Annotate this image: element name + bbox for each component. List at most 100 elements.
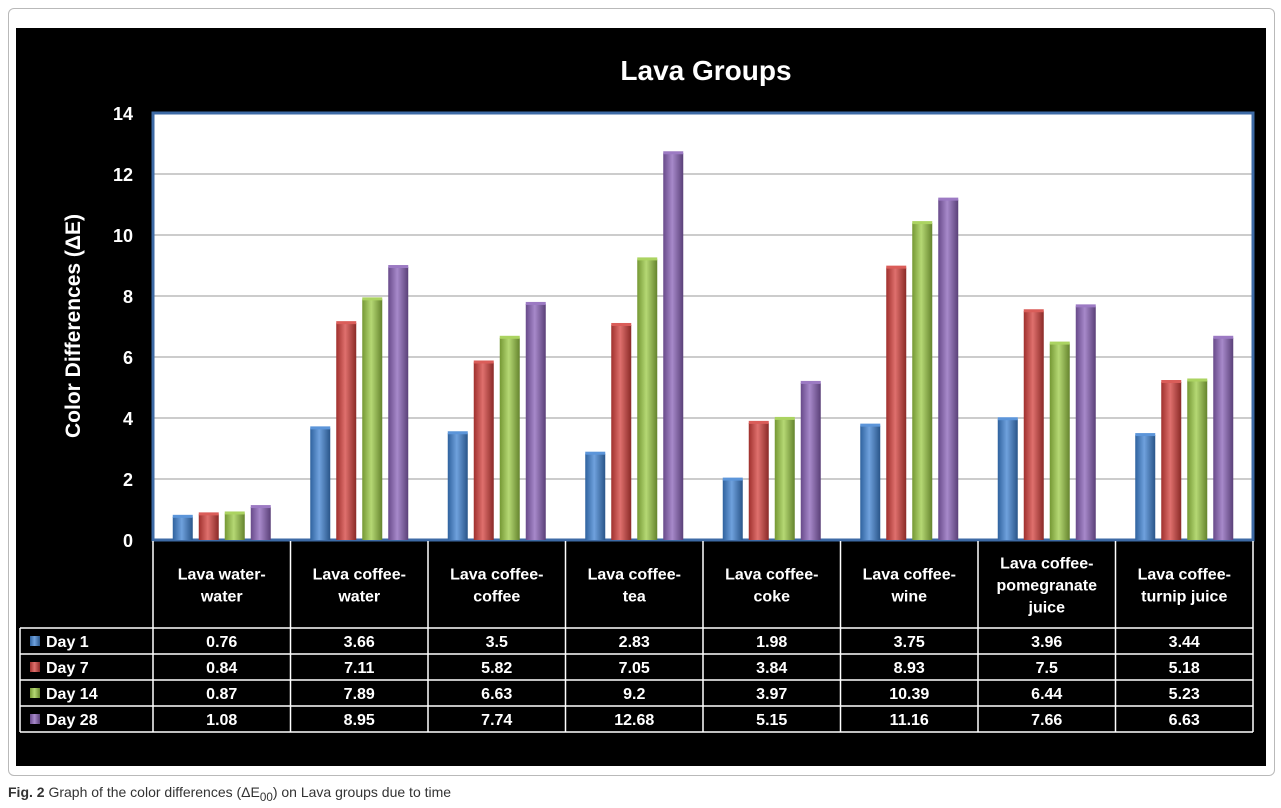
category-label: wine <box>890 589 927 606</box>
data-label: 12.68 <box>614 712 654 729</box>
bar <box>912 223 933 541</box>
bar-cap <box>912 221 933 225</box>
bar-cap <box>860 423 881 427</box>
y-tick-label: 2 <box>123 470 133 490</box>
legend-swatch <box>30 636 40 646</box>
bar-cap <box>198 512 219 516</box>
bar-cap <box>172 514 193 518</box>
bar-cap <box>748 420 769 424</box>
data-label: 5.82 <box>481 660 512 677</box>
data-label: 5.18 <box>1169 660 1200 677</box>
bar-cap <box>310 426 331 430</box>
legend-label: Day 14 <box>46 686 98 703</box>
category-label: Lava coffee- <box>450 567 543 584</box>
category-label: Lava coffee- <box>588 567 681 584</box>
bar <box>224 513 245 540</box>
category-label: Lava coffee- <box>313 567 406 584</box>
bar <box>362 299 383 540</box>
bar <box>886 267 907 540</box>
y-tick-label: 14 <box>113 104 133 124</box>
bar <box>585 453 606 540</box>
bar-cap <box>336 321 357 325</box>
bar-cap <box>362 297 383 301</box>
bar-cap <box>499 335 520 339</box>
bar-cap <box>1213 335 1234 339</box>
caption-subscript: 00 <box>259 790 273 804</box>
bar-cap <box>886 265 907 269</box>
bar <box>198 514 219 540</box>
bar-cap <box>1187 378 1208 382</box>
bar <box>997 419 1018 540</box>
bar <box>637 259 658 540</box>
bar-cap <box>774 416 795 420</box>
data-label: 6.44 <box>1031 686 1062 703</box>
bar <box>774 418 795 540</box>
category-label: Lava coffee- <box>1138 567 1231 584</box>
bar <box>1135 435 1156 540</box>
bar <box>800 382 821 540</box>
bar-cap <box>1049 341 1070 345</box>
data-label: 3.84 <box>756 660 787 677</box>
caption-text-end: ) on Lava groups due to time <box>272 784 452 800</box>
category-label: tea <box>623 589 646 606</box>
category-label: juice <box>1028 600 1066 617</box>
legend-swatch <box>30 714 40 724</box>
bar-cap <box>611 322 632 326</box>
data-label: 3.44 <box>1169 634 1200 651</box>
bar <box>499 337 520 540</box>
bar <box>722 479 743 540</box>
data-label: 3.66 <box>344 634 375 651</box>
data-label: 6.63 <box>481 686 512 703</box>
bar <box>473 362 494 540</box>
data-label: 5.23 <box>1169 686 1200 703</box>
data-label: 7.66 <box>1031 712 1062 729</box>
bar-cap <box>224 511 245 515</box>
legend-label: Day 1 <box>46 634 89 651</box>
bar <box>1161 382 1182 540</box>
data-label: 3.97 <box>756 686 787 703</box>
bar-cap <box>388 265 409 269</box>
category-label: Lava coffee- <box>863 567 956 584</box>
data-label: 7.89 <box>344 686 375 703</box>
bar <box>1213 337 1234 540</box>
data-label: 7.05 <box>619 660 650 677</box>
bar-cap <box>997 417 1018 421</box>
data-label: 6.63 <box>1169 712 1200 729</box>
plot-border <box>151 111 1255 542</box>
bar-cap <box>637 257 658 261</box>
data-label: 7.5 <box>1036 660 1058 677</box>
data-label: 3.75 <box>894 634 925 651</box>
y-tick-label: 0 <box>123 531 133 551</box>
legend-label: Day 7 <box>46 660 89 677</box>
bar-cap <box>585 451 606 455</box>
data-label: 7.11 <box>344 660 374 677</box>
bar <box>1023 311 1044 540</box>
bar <box>748 422 769 540</box>
data-label: 9.2 <box>623 686 645 703</box>
bar <box>447 433 468 540</box>
figure-caption: Fig. 2 Graph of the color differences (Δ… <box>8 784 451 804</box>
bar-cap <box>525 301 546 305</box>
data-label: 1.08 <box>206 712 237 729</box>
bar-cap <box>1023 309 1044 313</box>
bar <box>1075 306 1096 540</box>
bar <box>1187 380 1208 540</box>
chart-title: Lava Groups <box>620 55 791 86</box>
caption-label: Fig. 2 <box>8 784 45 800</box>
bar <box>388 267 409 540</box>
bar <box>1049 343 1070 540</box>
legend-swatch <box>30 688 40 698</box>
figure-frame <box>8 8 1275 776</box>
bar-cap <box>722 477 743 481</box>
bar-cap <box>1135 433 1156 437</box>
data-label: 0.84 <box>206 660 237 677</box>
data-label: 8.95 <box>344 712 375 729</box>
category-label: water <box>337 589 380 606</box>
y-tick-label: 10 <box>113 226 133 246</box>
data-label: 11.16 <box>890 712 929 729</box>
data-label: 10.39 <box>889 686 929 703</box>
y-tick-label: 6 <box>123 348 133 368</box>
bar <box>336 323 357 540</box>
bar <box>250 507 271 540</box>
